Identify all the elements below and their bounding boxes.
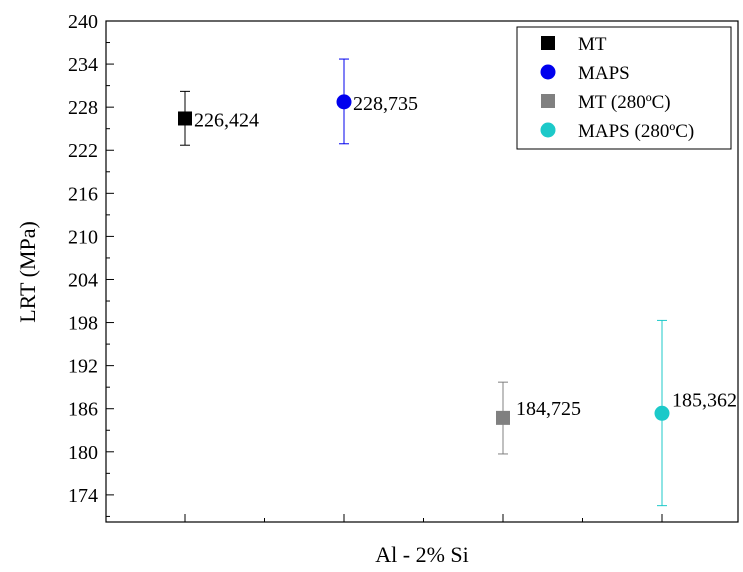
legend-label: MAPS (280ºC) (578, 121, 694, 142)
y-tick-label: 234 (68, 54, 98, 76)
legend-marker-circle (540, 122, 556, 138)
legend-label: MAPS (578, 63, 630, 84)
y-tick-label: 198 (68, 313, 98, 335)
y-axis-label: LRT (MPa) (15, 221, 40, 323)
y-tick-label: 174 (68, 485, 98, 507)
plot-frame (105, 20, 739, 523)
legend-label: MT (280ºC) (578, 92, 671, 113)
y-tick-label: 192 (68, 356, 98, 378)
data-label: 184,725 (516, 398, 581, 420)
data-labels: 226,424 228,735 184,725 185,362 (194, 93, 737, 420)
y-tick-label: 210 (68, 226, 98, 248)
data-label: 228,735 (353, 93, 418, 115)
y-tick-label: 222 (68, 140, 98, 162)
legend: MT MAPS MT (280ºC) MAPS (280ºC) (516, 26, 732, 150)
y-tick-label: 186 (68, 399, 98, 421)
x-axis-ticks (184, 514, 663, 522)
data-point-circle (336, 94, 352, 110)
y-tick-label: 216 (68, 183, 98, 205)
y-axis-ticks: 174 180 186 192 198 204 210 216 222 228 234 240 (68, 11, 114, 517)
y-tick-label: 240 (68, 11, 98, 33)
y-tick-label: 228 (68, 97, 98, 119)
legend-label: MT (578, 34, 607, 55)
legend-marker-square (541, 36, 555, 50)
legend-marker-square (541, 94, 555, 108)
legend-marker-circle (540, 64, 556, 80)
x-axis-label: Al - 2% Si (375, 542, 469, 567)
y-tick-label: 204 (68, 269, 98, 291)
data-label: 226,424 (194, 109, 259, 131)
data-markers (178, 94, 670, 425)
data-label: 185,362 (672, 389, 737, 411)
data-point-circle (654, 405, 670, 421)
data-point-square (496, 410, 510, 425)
data-point-square (178, 111, 192, 126)
y-tick-label: 180 (68, 442, 98, 464)
